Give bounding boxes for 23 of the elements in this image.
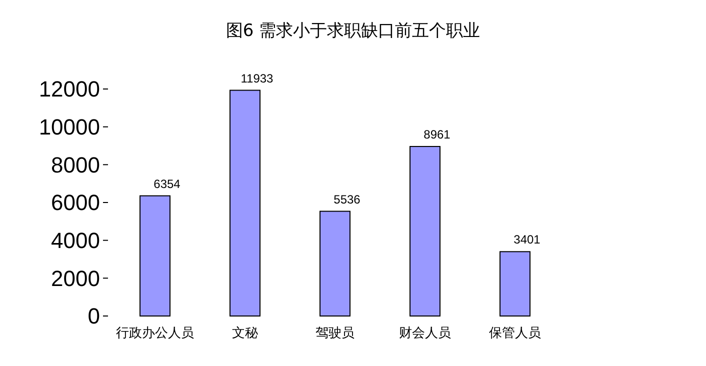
y-tick-label: 0 <box>88 304 100 329</box>
bar <box>410 146 440 316</box>
x-tick-label: 行政办公人员 <box>116 326 194 341</box>
bar <box>140 195 170 316</box>
bar <box>320 210 350 316</box>
x-tick-label: 保管人员 <box>489 326 541 341</box>
data-label: 3401 <box>514 232 541 247</box>
y-tick-label: 12000 <box>38 76 100 102</box>
data-label: 11933 <box>240 71 274 86</box>
y-tick-label: 8000 <box>51 152 100 178</box>
data-label: 8961 <box>424 127 451 142</box>
data-label: 6354 <box>154 176 181 191</box>
x-tick-label: 财会人员 <box>399 326 451 341</box>
x-tick-label: 文秘 <box>232 326 258 341</box>
chart-title: 图6 需求小于求职缺口前五个职业 <box>226 21 480 41</box>
data-label: 5536 <box>334 192 361 206</box>
y-tick-label: 2000 <box>51 266 100 291</box>
bar <box>500 251 530 316</box>
y-tick-label: 10000 <box>38 114 100 140</box>
y-tick-label: 6000 <box>51 190 100 216</box>
x-tick-label: 驾驶员 <box>316 326 354 341</box>
y-tick-label: 4000 <box>51 228 100 254</box>
bar <box>230 90 260 316</box>
